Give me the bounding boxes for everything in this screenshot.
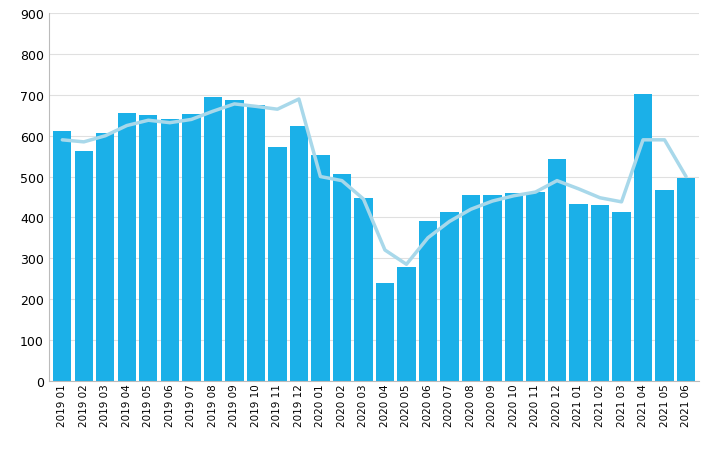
Bar — [311, 156, 330, 381]
Bar — [225, 100, 244, 381]
Bar — [182, 115, 201, 381]
Bar — [289, 126, 308, 381]
Bar — [139, 115, 157, 381]
Bar — [204, 98, 222, 381]
Bar — [397, 268, 416, 381]
Bar — [354, 199, 373, 381]
Bar — [677, 179, 695, 381]
Bar — [634, 95, 652, 381]
Bar — [53, 131, 71, 381]
Bar — [161, 120, 179, 381]
Bar — [268, 148, 287, 381]
Bar — [118, 114, 136, 381]
Bar — [96, 134, 114, 381]
Bar — [548, 159, 566, 381]
Bar — [419, 222, 437, 381]
Bar — [333, 174, 351, 381]
Bar — [75, 151, 93, 381]
Bar — [484, 196, 501, 381]
Bar — [376, 283, 394, 381]
Bar — [505, 193, 523, 381]
Bar — [247, 106, 265, 381]
Bar — [655, 190, 674, 381]
Bar — [569, 205, 587, 381]
Bar — [612, 212, 630, 381]
Bar — [462, 196, 480, 381]
Bar — [591, 206, 609, 381]
Bar — [441, 213, 459, 381]
Bar — [527, 193, 544, 381]
